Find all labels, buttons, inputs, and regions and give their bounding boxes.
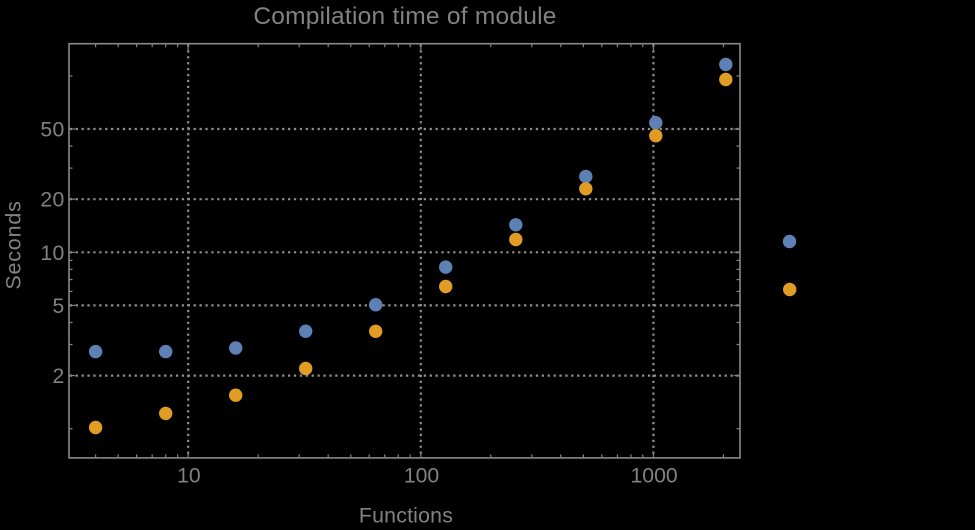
- svg-text:Compilation time of module: Compilation time of module: [253, 3, 556, 30]
- svg-text:20: 20: [40, 189, 64, 212]
- svg-text:10: 10: [177, 465, 201, 488]
- svg-text:1000: 1000: [631, 465, 678, 488]
- svg-text:100: 100: [404, 465, 439, 488]
- svg-text:5: 5: [53, 295, 65, 318]
- svg-text:Seconds: Seconds: [2, 200, 26, 289]
- svg-text:10: 10: [40, 242, 64, 265]
- svg-text:Functions: Functions: [359, 504, 453, 525]
- svg-text:50: 50: [40, 119, 64, 142]
- svg-text:2: 2: [53, 365, 65, 388]
